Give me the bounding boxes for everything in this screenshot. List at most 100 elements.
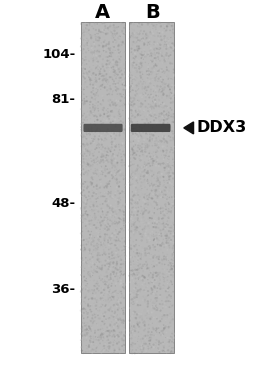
Point bbox=[132, 324, 136, 330]
Point bbox=[117, 107, 121, 113]
Point bbox=[115, 261, 119, 267]
Point bbox=[143, 224, 147, 230]
Point bbox=[80, 174, 84, 180]
Point bbox=[145, 303, 149, 309]
Point bbox=[172, 227, 176, 233]
Point bbox=[80, 248, 84, 254]
Point bbox=[103, 291, 107, 297]
Point bbox=[148, 156, 152, 162]
Point bbox=[114, 250, 118, 256]
Point bbox=[140, 237, 144, 243]
Point bbox=[91, 62, 95, 68]
Point bbox=[128, 235, 132, 241]
Point bbox=[115, 102, 119, 108]
Point bbox=[142, 294, 146, 300]
Point bbox=[97, 111, 101, 117]
Point bbox=[129, 254, 133, 260]
Point bbox=[119, 122, 123, 128]
Point bbox=[145, 263, 149, 269]
Point bbox=[85, 157, 89, 163]
Point bbox=[118, 194, 122, 200]
Point bbox=[97, 315, 101, 321]
Point bbox=[110, 131, 114, 137]
Point bbox=[134, 19, 138, 25]
Point bbox=[99, 229, 103, 235]
Point bbox=[98, 275, 102, 281]
Point bbox=[156, 294, 160, 300]
Point bbox=[154, 151, 158, 157]
Point bbox=[108, 92, 112, 98]
Point bbox=[91, 270, 95, 276]
Point bbox=[110, 309, 114, 315]
Point bbox=[167, 156, 171, 162]
Point bbox=[84, 57, 88, 63]
Point bbox=[83, 216, 87, 222]
Point bbox=[79, 340, 83, 346]
Point bbox=[139, 59, 143, 65]
Point bbox=[147, 243, 152, 249]
Point bbox=[157, 275, 162, 281]
Point bbox=[146, 137, 150, 142]
Point bbox=[160, 125, 164, 131]
Point bbox=[87, 235, 91, 241]
Point bbox=[168, 231, 172, 237]
Point bbox=[136, 310, 140, 316]
Point bbox=[168, 185, 172, 191]
Point bbox=[114, 76, 118, 82]
Point bbox=[122, 25, 126, 31]
Point bbox=[120, 128, 124, 134]
Point bbox=[96, 33, 100, 39]
Point bbox=[80, 320, 84, 326]
Point bbox=[136, 217, 140, 223]
Point bbox=[144, 313, 148, 319]
Point bbox=[159, 123, 164, 129]
Point bbox=[101, 243, 105, 249]
Point bbox=[93, 196, 97, 202]
Point bbox=[99, 147, 103, 153]
Point bbox=[122, 135, 126, 141]
Point bbox=[137, 58, 141, 64]
Point bbox=[167, 113, 172, 119]
Point bbox=[80, 333, 84, 339]
Point bbox=[110, 233, 114, 239]
Point bbox=[85, 118, 89, 124]
Point bbox=[148, 337, 153, 343]
Point bbox=[144, 284, 148, 290]
Point bbox=[104, 217, 108, 223]
Point bbox=[144, 55, 148, 61]
Point bbox=[123, 242, 127, 248]
Point bbox=[86, 257, 90, 263]
Point bbox=[130, 59, 134, 65]
Point bbox=[164, 347, 168, 353]
Point bbox=[115, 91, 119, 97]
Point bbox=[170, 68, 174, 74]
Point bbox=[170, 314, 174, 320]
Point bbox=[118, 289, 122, 295]
Point bbox=[146, 333, 150, 339]
Point bbox=[162, 36, 166, 42]
Point bbox=[105, 334, 109, 340]
Point bbox=[109, 304, 113, 310]
Point bbox=[101, 43, 105, 49]
Point bbox=[114, 255, 118, 261]
Point bbox=[157, 215, 161, 221]
Point bbox=[85, 178, 89, 184]
Point bbox=[115, 85, 119, 91]
Point bbox=[107, 123, 111, 129]
Point bbox=[130, 313, 134, 319]
Point bbox=[107, 64, 111, 70]
Point bbox=[130, 146, 134, 152]
Point bbox=[137, 107, 141, 113]
Point bbox=[82, 27, 86, 33]
Point bbox=[151, 185, 155, 191]
Point bbox=[113, 128, 117, 134]
Point bbox=[155, 331, 159, 337]
Point bbox=[161, 101, 165, 107]
Point bbox=[161, 29, 165, 35]
Point bbox=[106, 51, 110, 57]
Point bbox=[108, 142, 112, 148]
Point bbox=[157, 111, 162, 117]
Point bbox=[123, 85, 127, 91]
Point bbox=[167, 190, 171, 196]
Point bbox=[114, 166, 119, 172]
